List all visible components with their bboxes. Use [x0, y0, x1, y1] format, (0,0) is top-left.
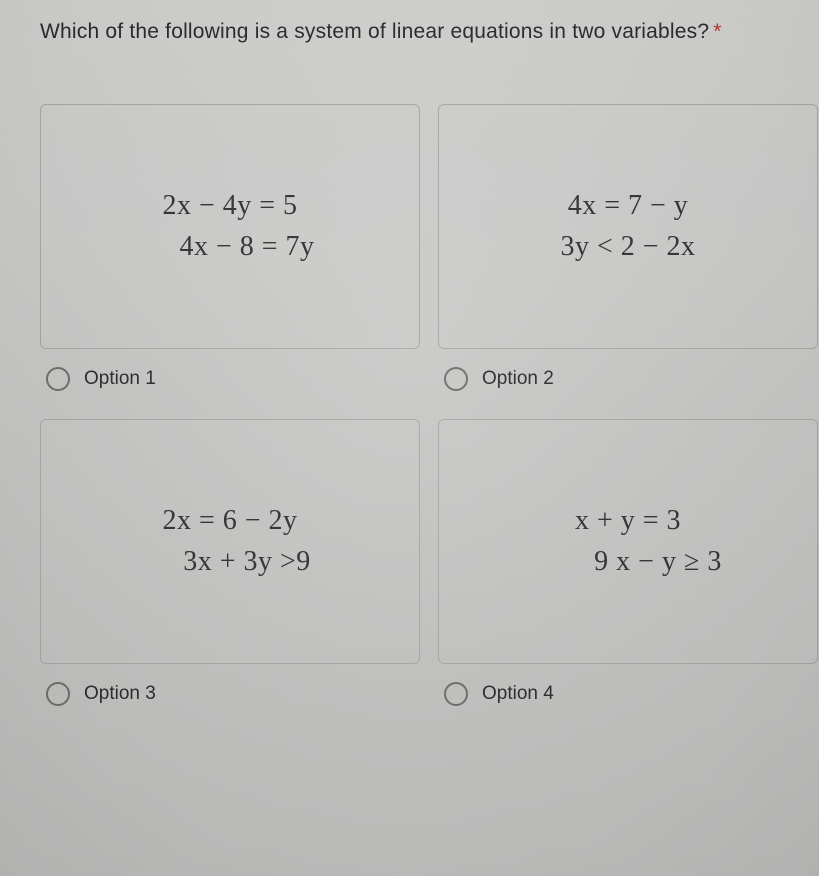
option-cell-3: 2x = 6 − 2y 3x + 3y >9 Option 3 — [40, 419, 420, 706]
question-body: Which of the following is a system of li… — [40, 20, 709, 43]
option-card-1[interactable]: 2x − 4y = 5 4x − 8 = 7y — [40, 104, 420, 349]
option-row-3[interactable]: Option 3 — [46, 682, 420, 706]
math-line: 9 x − y ≥ 3 — [534, 542, 722, 583]
option-row-2[interactable]: Option 2 — [444, 367, 818, 391]
option-cell-4: x + y = 3 9 x − y ≥ 3 Option 4 — [438, 419, 818, 706]
option-label: Option 3 — [84, 683, 156, 705]
math-line: 2x − 4y = 5 — [162, 186, 297, 227]
radio-icon[interactable] — [46, 367, 70, 391]
math-line: 4x = 7 − y — [568, 186, 689, 227]
option-label: Option 4 — [482, 683, 554, 705]
option-card-3[interactable]: 2x = 6 − 2y 3x + 3y >9 — [40, 419, 420, 664]
option-card-4[interactable]: x + y = 3 9 x − y ≥ 3 — [438, 419, 818, 664]
option-row-4[interactable]: Option 4 — [444, 682, 818, 706]
math-line: 4x − 8 = 7y — [145, 227, 314, 268]
option-label: Option 2 — [482, 368, 554, 390]
option-label: Option 1 — [84, 368, 156, 390]
math-line: 3y < 2 − 2x — [560, 227, 695, 268]
math-line: x + y = 3 — [575, 501, 681, 542]
option-cell-1: 2x − 4y = 5 4x − 8 = 7y Option 1 — [40, 104, 420, 391]
radio-icon[interactable] — [444, 682, 468, 706]
radio-icon[interactable] — [444, 367, 468, 391]
question-text: Which of the following is a system of li… — [40, 20, 819, 44]
math-line: 2x = 6 − 2y — [162, 501, 297, 542]
options-grid: 2x − 4y = 5 4x − 8 = 7y Option 1 4x = 7 … — [40, 104, 819, 706]
math-line: 3x + 3y >9 — [149, 542, 311, 583]
option-cell-2: 4x = 7 − y 3y < 2 − 2x Option 2 — [438, 104, 818, 391]
required-asterisk: * — [713, 20, 721, 43]
radio-icon[interactable] — [46, 682, 70, 706]
option-card-2[interactable]: 4x = 7 − y 3y < 2 − 2x — [438, 104, 818, 349]
option-row-1[interactable]: Option 1 — [46, 367, 420, 391]
